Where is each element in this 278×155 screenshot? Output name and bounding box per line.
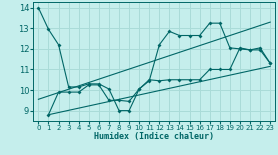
X-axis label: Humidex (Indice chaleur): Humidex (Indice chaleur) [94,133,214,142]
